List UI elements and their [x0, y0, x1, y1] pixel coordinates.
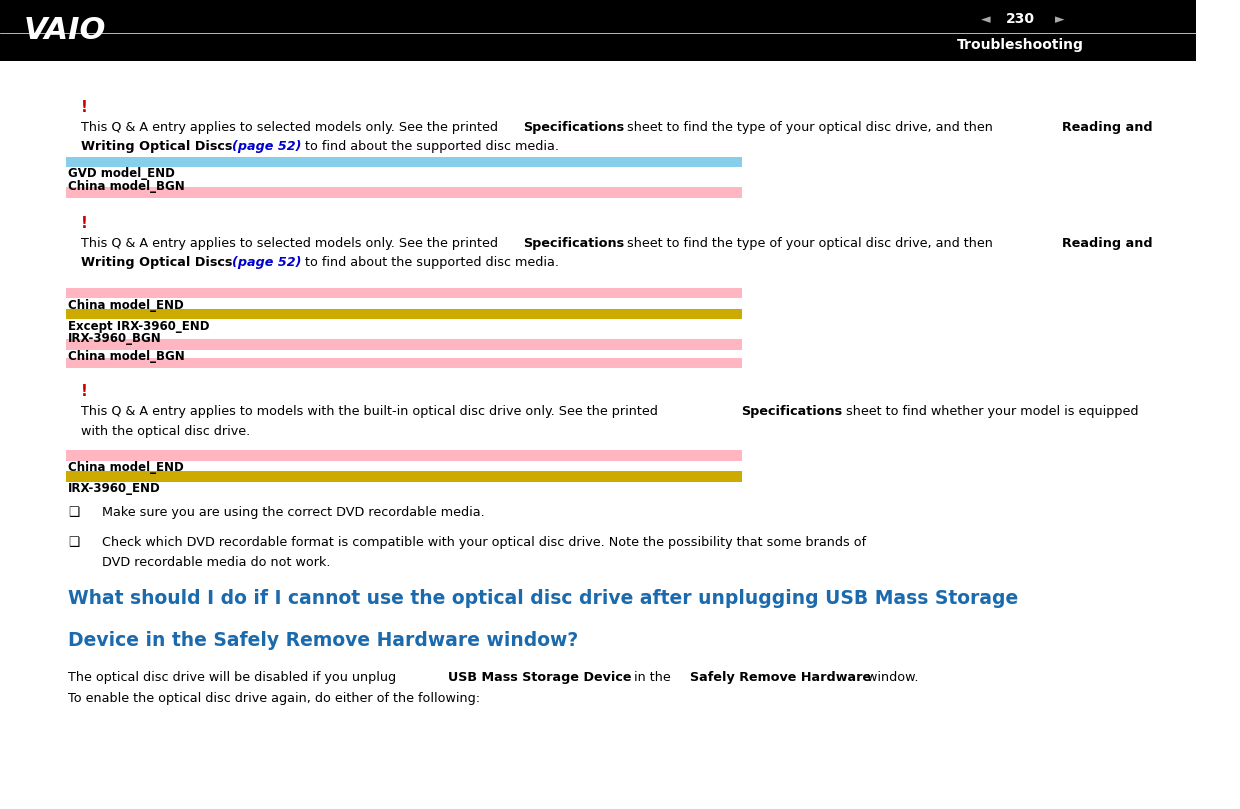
Text: (page 52): (page 52)	[232, 140, 301, 153]
Text: Device in the Safely Remove Hardware window?: Device in the Safely Remove Hardware win…	[68, 631, 578, 650]
Text: 230: 230	[1006, 12, 1034, 27]
Text: Safely Remove Hardware: Safely Remove Hardware	[691, 671, 872, 684]
Text: USB Mass Storage Device: USB Mass Storage Device	[449, 671, 632, 684]
FancyBboxPatch shape	[66, 450, 742, 461]
Text: China model_END: China model_END	[68, 299, 184, 311]
Text: This Q & A entry applies to selected models only. See the printed: This Q & A entry applies to selected mod…	[82, 121, 502, 133]
Text: GVD model_END: GVD model_END	[68, 167, 175, 180]
Text: IRX-3960_END: IRX-3960_END	[68, 482, 161, 495]
Text: !: !	[82, 100, 88, 115]
Text: in the: in the	[630, 671, 675, 684]
Text: sheet to find the type of your optical disc drive, and then: sheet to find the type of your optical d…	[624, 237, 997, 250]
FancyBboxPatch shape	[66, 471, 742, 482]
Text: Writing Optical Discs: Writing Optical Discs	[82, 140, 237, 153]
Text: The optical disc drive will be disabled if you unplug: The optical disc drive will be disabled …	[68, 671, 401, 684]
Text: China model_BGN: China model_BGN	[68, 180, 185, 193]
Text: with the optical disc drive.: with the optical disc drive.	[82, 425, 250, 438]
Text: ◄: ◄	[981, 13, 991, 26]
FancyBboxPatch shape	[0, 0, 1195, 61]
Text: Writing Optical Discs: Writing Optical Discs	[82, 256, 237, 269]
Text: Troubleshooting: Troubleshooting	[957, 38, 1084, 52]
FancyBboxPatch shape	[66, 157, 742, 167]
Text: Specifications: Specifications	[522, 237, 624, 250]
FancyBboxPatch shape	[66, 340, 742, 349]
FancyBboxPatch shape	[66, 287, 742, 299]
Text: What should I do if I cannot use the optical disc drive after unplugging USB Mas: What should I do if I cannot use the opt…	[68, 589, 1018, 608]
Text: window.: window.	[863, 671, 919, 684]
Text: This Q & A entry applies to selected models only. See the printed: This Q & A entry applies to selected mod…	[82, 237, 502, 250]
Text: Specifications: Specifications	[742, 405, 843, 418]
Text: VAIO: VAIO	[24, 16, 107, 44]
Text: (page 52): (page 52)	[232, 256, 301, 269]
Text: IRX-3960_BGN: IRX-3960_BGN	[68, 332, 162, 345]
Text: China model_END: China model_END	[68, 461, 184, 474]
Text: DVD recordable media do not work.: DVD recordable media do not work.	[102, 556, 330, 569]
Text: Except IRX-3960_END: Except IRX-3960_END	[68, 320, 210, 332]
Text: Specifications: Specifications	[522, 121, 624, 133]
Text: !: !	[82, 216, 88, 231]
Text: Check which DVD recordable format is compatible with your optical disc drive. No: Check which DVD recordable format is com…	[102, 536, 866, 549]
Text: ❑: ❑	[68, 536, 79, 549]
FancyBboxPatch shape	[66, 187, 742, 197]
Text: !: !	[82, 384, 88, 400]
Text: This Q & A entry applies to models with the built-in optical disc drive only. Se: This Q & A entry applies to models with …	[82, 405, 662, 418]
Text: Reading and: Reading and	[1061, 121, 1153, 133]
Text: to find about the supported disc media.: to find about the supported disc media.	[301, 256, 559, 269]
Text: Reading and: Reading and	[1061, 237, 1153, 250]
Text: Make sure you are using the correct DVD recordable media.: Make sure you are using the correct DVD …	[102, 506, 485, 519]
Text: ►: ►	[1055, 13, 1064, 26]
Text: China model_BGN: China model_BGN	[68, 350, 185, 363]
Text: to find about the supported disc media.: to find about the supported disc media.	[301, 140, 559, 153]
Text: ❑: ❑	[68, 506, 79, 519]
FancyBboxPatch shape	[66, 358, 742, 368]
Text: sheet to find the type of your optical disc drive, and then: sheet to find the type of your optical d…	[624, 121, 997, 133]
Text: sheet to find whether your model is equipped: sheet to find whether your model is equi…	[842, 405, 1138, 418]
FancyBboxPatch shape	[66, 309, 742, 319]
Text: To enable the optical disc drive again, do either of the following:: To enable the optical disc drive again, …	[68, 692, 480, 705]
